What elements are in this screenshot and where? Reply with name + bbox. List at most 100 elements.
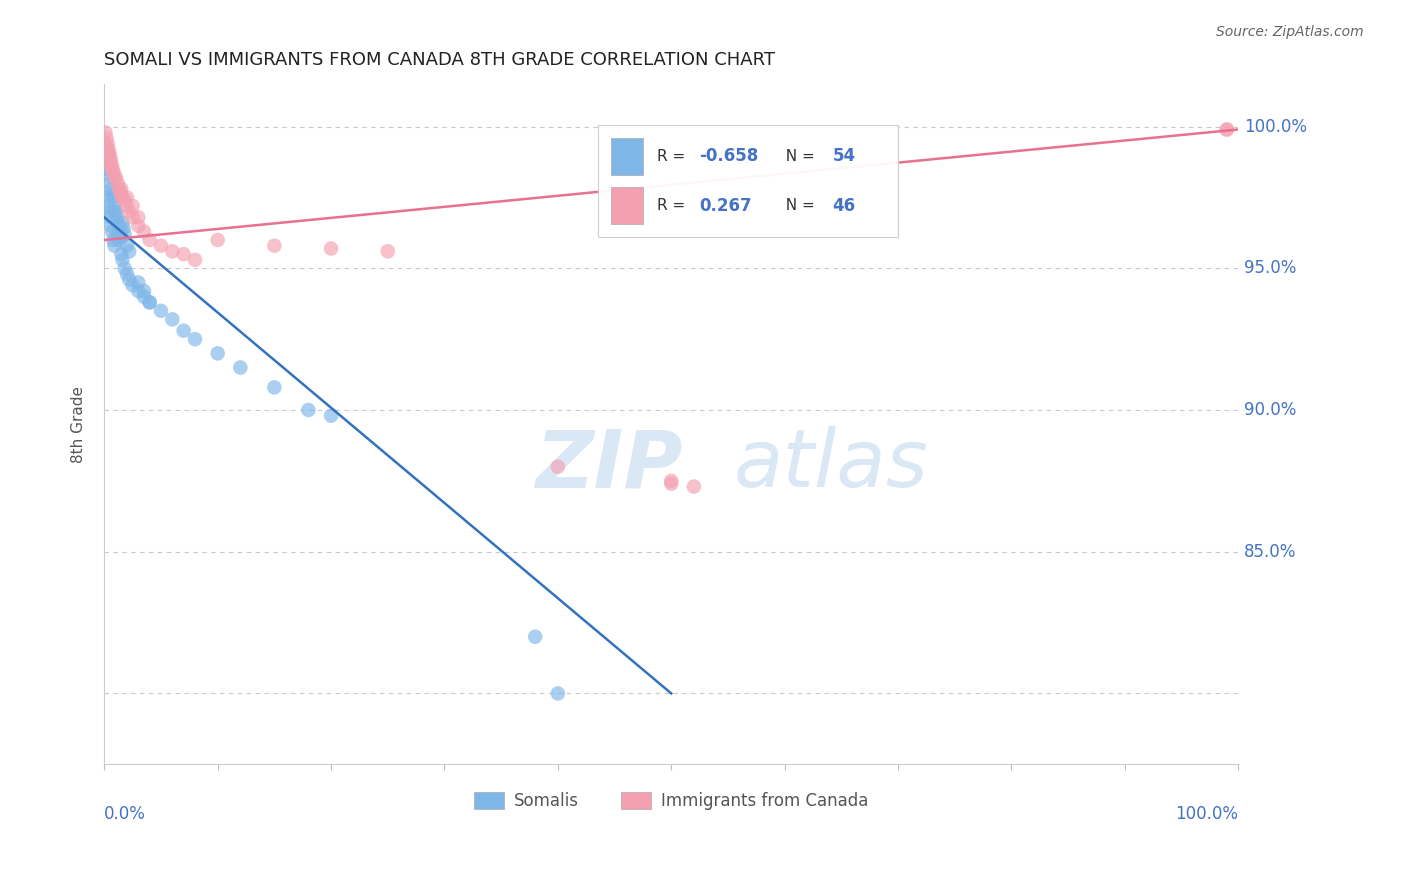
Point <box>103 165 125 179</box>
Point <box>97 142 120 156</box>
Point <box>115 190 138 204</box>
Point <box>108 182 131 196</box>
Point <box>683 479 706 493</box>
Text: 90.0%: 90.0% <box>1244 401 1296 419</box>
Point <box>207 233 229 247</box>
Point <box>1216 122 1239 136</box>
Text: 100.0%: 100.0% <box>1244 118 1306 136</box>
Point <box>319 242 342 256</box>
Point <box>114 261 136 276</box>
Point <box>150 238 173 252</box>
Point <box>111 190 134 204</box>
Point <box>111 216 134 230</box>
Point <box>377 244 399 259</box>
Point <box>127 211 149 225</box>
Point <box>103 233 125 247</box>
Point <box>263 238 285 252</box>
FancyBboxPatch shape <box>612 137 643 175</box>
Point <box>524 630 547 644</box>
Point <box>97 168 120 182</box>
Point <box>104 170 127 185</box>
Point <box>107 227 129 242</box>
Point <box>105 211 128 225</box>
Text: 0.267: 0.267 <box>700 197 752 215</box>
Point <box>184 252 207 267</box>
Point <box>162 312 184 326</box>
Point <box>104 204 127 219</box>
Text: N =: N = <box>776 149 820 164</box>
Point <box>110 247 132 261</box>
Point <box>103 165 125 179</box>
Point <box>127 219 149 233</box>
Point <box>115 199 138 213</box>
Text: 85.0%: 85.0% <box>1244 542 1296 561</box>
Point <box>173 247 195 261</box>
Point <box>132 284 155 298</box>
Text: 95.0%: 95.0% <box>1244 260 1296 277</box>
Point <box>108 233 131 247</box>
Point <box>98 177 121 191</box>
Point <box>111 252 134 267</box>
FancyBboxPatch shape <box>598 125 898 237</box>
Point <box>263 380 285 394</box>
Point <box>547 686 569 700</box>
Point <box>229 360 252 375</box>
Point <box>150 303 173 318</box>
Point <box>207 346 229 360</box>
Point <box>162 244 184 259</box>
Point <box>97 136 120 151</box>
Point <box>108 225 131 239</box>
Point <box>104 204 127 219</box>
Point <box>97 145 120 160</box>
Point <box>547 459 569 474</box>
Point <box>97 204 120 219</box>
Point <box>112 221 135 235</box>
Point <box>118 273 141 287</box>
Text: 100.0%: 100.0% <box>1175 805 1239 823</box>
Point <box>121 211 143 225</box>
Point <box>108 219 131 233</box>
Text: 54: 54 <box>832 147 855 165</box>
Point <box>96 153 118 168</box>
Point <box>118 204 141 219</box>
Point <box>94 125 117 139</box>
Point <box>103 199 125 213</box>
Point <box>96 190 118 204</box>
Text: R =: R = <box>657 198 695 213</box>
Point <box>297 403 319 417</box>
Point <box>132 225 155 239</box>
Point <box>101 187 124 202</box>
Point <box>94 148 117 162</box>
Point <box>659 476 682 491</box>
Point <box>114 227 136 242</box>
Point <box>121 278 143 293</box>
Point <box>118 244 141 259</box>
Point <box>101 159 124 173</box>
Point <box>1216 122 1239 136</box>
Point <box>319 409 342 423</box>
Point <box>127 284 149 298</box>
Text: N =: N = <box>776 198 820 213</box>
Point <box>100 219 122 233</box>
Point <box>97 199 120 213</box>
Point <box>110 230 132 244</box>
Point <box>659 474 682 488</box>
Point <box>127 276 149 290</box>
Text: R =: R = <box>657 149 689 164</box>
Point <box>100 159 122 173</box>
Text: -0.658: -0.658 <box>700 147 759 165</box>
Text: 46: 46 <box>832 197 855 215</box>
Point <box>138 295 160 310</box>
Point <box>103 238 125 252</box>
Point <box>115 267 138 281</box>
Point <box>97 162 120 177</box>
Point <box>100 182 122 196</box>
Point <box>98 153 121 168</box>
FancyBboxPatch shape <box>612 187 643 225</box>
Point <box>173 324 195 338</box>
Point <box>121 199 143 213</box>
Point <box>110 187 132 202</box>
Point <box>184 332 207 346</box>
Point <box>110 182 132 196</box>
Point <box>96 139 118 153</box>
